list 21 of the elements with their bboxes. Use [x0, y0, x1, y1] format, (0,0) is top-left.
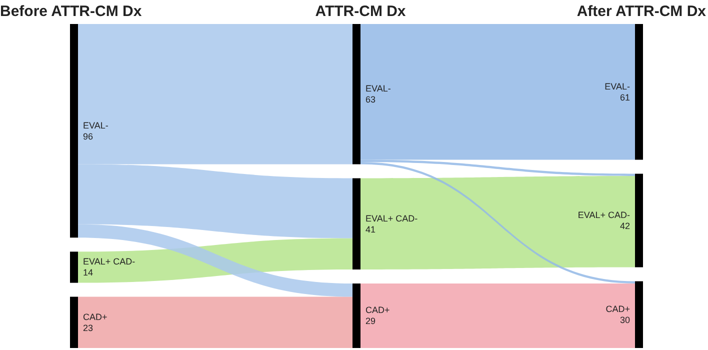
category-label: EVAL+ CAD-: [578, 210, 630, 220]
category-label: CAD+: [606, 304, 630, 314]
category-label: CAD+: [83, 312, 108, 322]
data-label: 29: [366, 316, 376, 326]
category-label: EVAL-: [83, 120, 108, 130]
data-label: 63: [366, 94, 376, 105]
category-label: EVAL+ CAD-: [366, 213, 418, 224]
data-label: 41: [366, 224, 376, 234]
data-label: 61: [620, 92, 630, 102]
category-label: EVAL-: [366, 84, 391, 94]
category-label: EVAL+ CAD-: [83, 256, 136, 267]
category-label: EVAL-: [604, 81, 630, 92]
series-label: ATTR-CM Dx: [315, 3, 406, 20]
data-label: 96: [83, 131, 94, 142]
category-label: CAD+: [366, 305, 390, 316]
data-label: 42: [620, 220, 630, 231]
data-label: 30: [620, 315, 630, 326]
data-label: 23: [83, 322, 94, 333]
text: After ATTR-CM Dx: [576, 3, 707, 20]
series-label: Before ATTR-CM Dx: [0, 3, 142, 20]
data-label: 14: [83, 268, 94, 278]
